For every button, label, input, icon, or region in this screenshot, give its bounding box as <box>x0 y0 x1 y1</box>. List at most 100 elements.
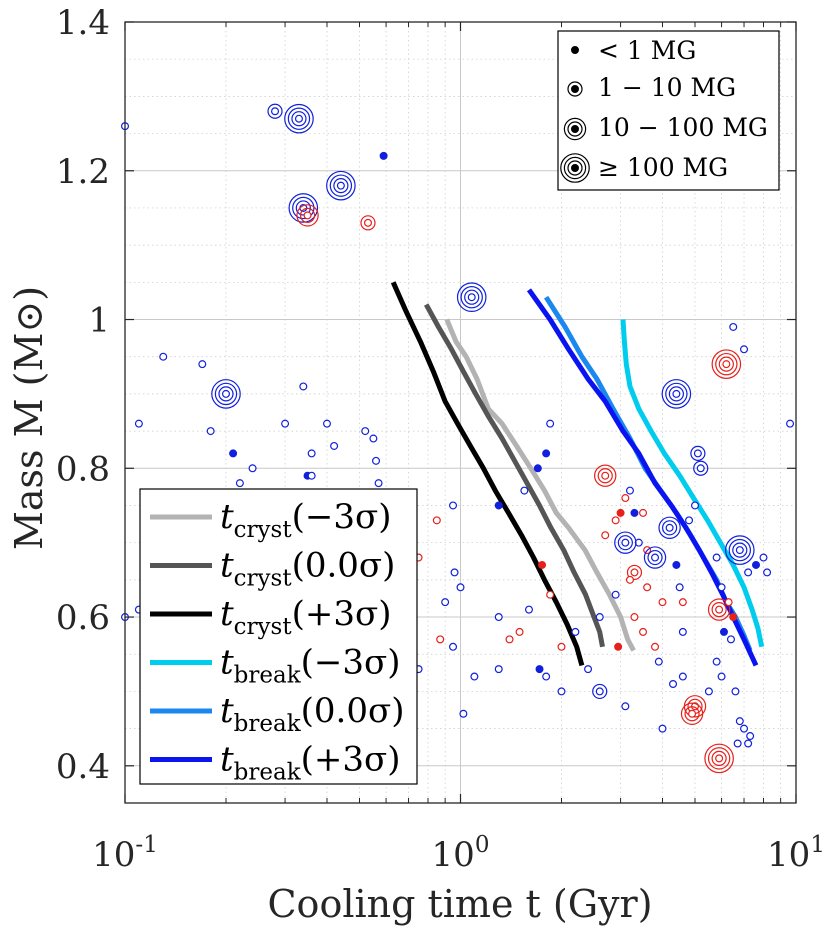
data-point <box>159 352 168 361</box>
data-point <box>281 419 290 428</box>
data-point <box>704 743 734 774</box>
marker-core <box>299 382 308 391</box>
marker-core <box>719 627 728 636</box>
marker-core <box>726 635 735 644</box>
data-point <box>717 583 726 592</box>
marker-ring <box>693 460 709 476</box>
data-point <box>614 642 623 651</box>
data-point <box>494 501 503 510</box>
data-point <box>595 613 604 622</box>
y-tick-label-4: 1.2 <box>56 152 110 192</box>
marker-ring <box>567 160 583 176</box>
data-point <box>711 349 742 379</box>
marker-core <box>379 151 388 160</box>
y-tick-label-0: 0.4 <box>56 747 110 787</box>
data-point <box>288 193 319 223</box>
marker-core <box>361 427 370 436</box>
data-point <box>678 672 687 681</box>
line-legend-label-4: tbreak(0.0σ) <box>220 691 404 737</box>
field-legend-label-1: 1 − 10 MG <box>598 73 736 102</box>
marker-core <box>570 84 579 93</box>
line-legend-label-1: tcryst(0.0σ) <box>220 546 395 592</box>
marker-core <box>729 322 738 331</box>
marker-core <box>449 501 458 510</box>
series-line-3 <box>620 319 765 648</box>
field-legend-symbol-1 <box>567 81 583 97</box>
data-point <box>759 553 768 562</box>
field-legend-label-2: 10 − 100 MG <box>598 113 768 142</box>
marker-core <box>678 672 687 681</box>
marker-ring <box>661 379 692 409</box>
data-point <box>643 583 652 592</box>
data-point <box>675 583 684 592</box>
marker-core <box>557 642 566 651</box>
data-point <box>729 613 738 622</box>
marker-core <box>678 598 687 607</box>
marker-core <box>712 657 721 666</box>
marker-core <box>744 739 753 748</box>
marker-core <box>198 360 207 369</box>
marker-core <box>441 598 450 607</box>
data-point <box>654 657 663 666</box>
marker-core <box>515 627 524 636</box>
data-point <box>229 449 238 458</box>
field-legend-symbol-3 <box>560 153 590 183</box>
marker-core <box>235 479 244 488</box>
marker-core <box>735 717 744 726</box>
data-point <box>372 456 381 465</box>
marker-ring <box>711 602 727 618</box>
marker-ring <box>333 178 349 194</box>
data-point <box>626 564 643 581</box>
data-point <box>248 464 257 473</box>
data-point <box>542 449 551 458</box>
data-point <box>211 379 241 409</box>
marker-core <box>614 642 623 651</box>
marker-ring <box>295 200 311 216</box>
marker-ring <box>626 564 643 581</box>
data-point <box>330 441 339 450</box>
data-point <box>729 322 738 331</box>
data-point <box>450 568 459 577</box>
marker-ring <box>597 468 613 484</box>
data-point <box>524 605 533 614</box>
marker-core <box>248 464 257 473</box>
data-point <box>322 419 331 428</box>
line-legend: tcryst(−3σ)tcryst(0.0σ)tcryst(+3σ)tbreak… <box>139 488 418 786</box>
data-point <box>740 724 749 733</box>
marker-ring <box>560 153 590 183</box>
x-tick-label-2: 101 <box>767 832 825 875</box>
marker-core <box>535 665 544 674</box>
marker-core <box>595 687 604 696</box>
marker-core <box>307 471 316 480</box>
marker-core <box>601 531 610 540</box>
marker-core <box>450 568 459 577</box>
marker-core <box>432 516 441 525</box>
data-point <box>441 598 450 607</box>
data-point <box>206 427 215 436</box>
marker-core <box>281 419 290 428</box>
marker-ring <box>711 349 742 379</box>
marker-ring <box>214 382 238 406</box>
marker-ring <box>563 156 587 180</box>
marker-ring <box>329 174 353 197</box>
data-point <box>625 486 634 495</box>
marker-ring <box>617 535 633 551</box>
marker-core <box>630 508 639 517</box>
marker-core <box>436 635 445 644</box>
marker-core <box>570 124 579 133</box>
marker-ring <box>614 531 637 554</box>
marker-core <box>759 553 768 562</box>
data-point <box>630 613 639 622</box>
marker-core <box>494 613 503 622</box>
marker-core <box>693 449 702 458</box>
marker-ring <box>725 535 755 565</box>
marker-ring <box>728 538 752 562</box>
marker-ring <box>690 445 706 462</box>
data-point <box>625 575 634 584</box>
marker-core <box>744 568 753 577</box>
data-point <box>746 732 755 741</box>
marker-core <box>533 464 542 473</box>
data-point <box>651 642 660 651</box>
field-legend-label-0: < 1 MG <box>598 36 696 65</box>
marker-core <box>494 665 503 674</box>
